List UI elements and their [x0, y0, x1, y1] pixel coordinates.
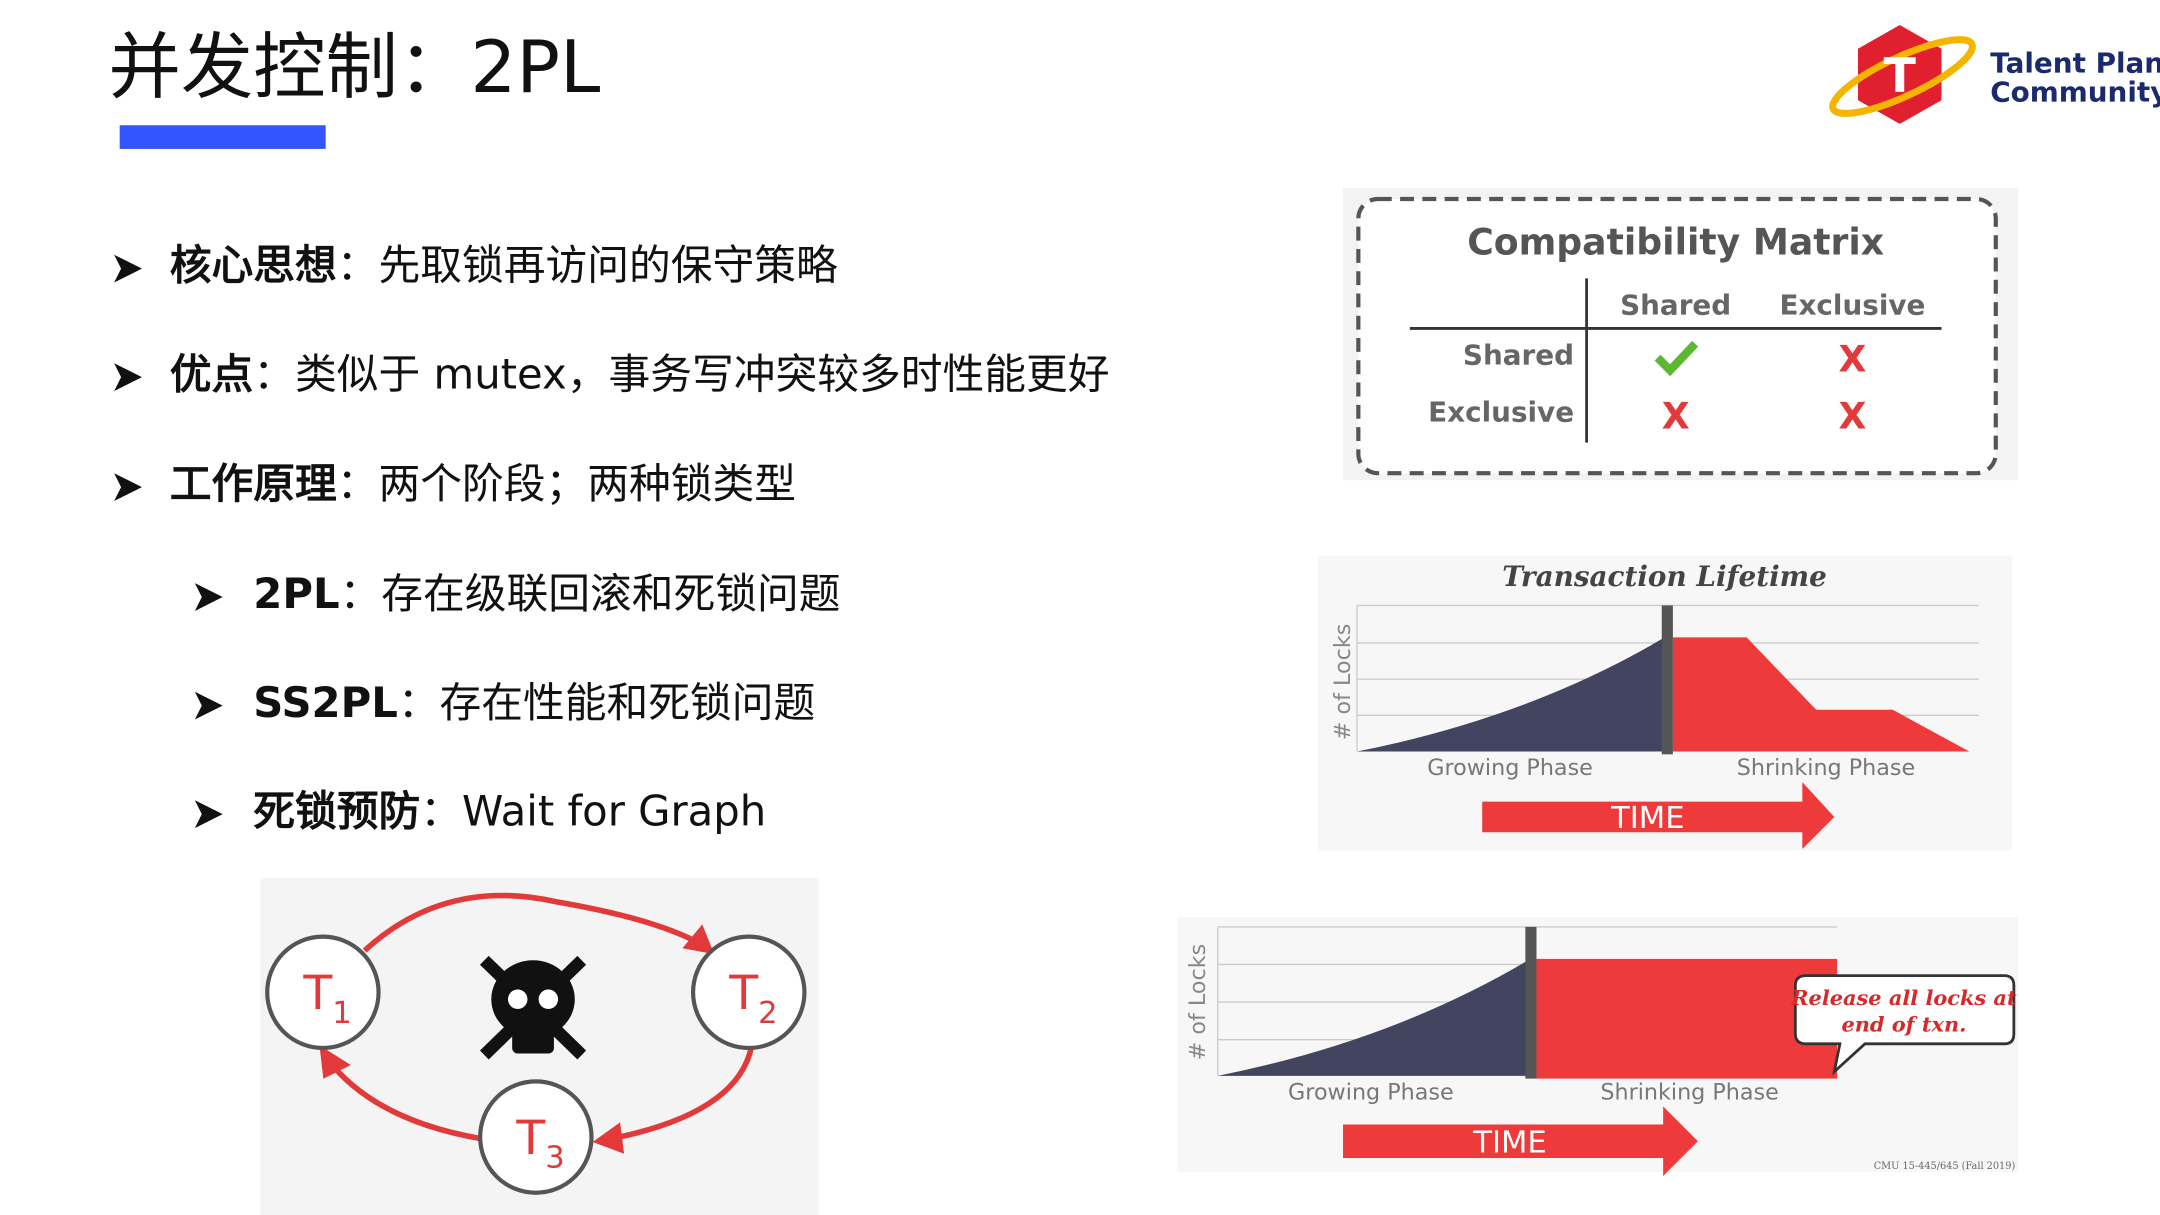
bullet: 核心思想：先取锁再访问的保守策略	[170, 241, 838, 290]
bullet-arrow	[114, 254, 142, 283]
node-label: T1	[302, 966, 351, 1031]
bullet-arrow	[194, 583, 223, 611]
node-sub: 2	[758, 996, 777, 1031]
node-label: T2	[728, 966, 777, 1031]
row-head: Shared	[1463, 339, 1574, 372]
matrix-border	[1356, 196, 1998, 476]
time-label: TIME	[1472, 1125, 1546, 1160]
node-name: T	[515, 1111, 546, 1166]
bullet-term: 死锁预防	[253, 786, 420, 835]
note: end of txn.	[1841, 1011, 1966, 1036]
logo-text: Community	[1990, 76, 2160, 109]
time-arrow	[1482, 782, 1835, 849]
growing-area	[1217, 960, 1529, 1076]
col-head: Exclusive	[1779, 289, 1925, 322]
bullet: 工作原理：两个阶段；两种锁类型	[170, 459, 796, 508]
edges	[319, 892, 755, 1154]
shrinking-area	[1672, 637, 1970, 752]
cell: X	[1662, 395, 1690, 438]
svg-text:T: T	[1884, 49, 1917, 104]
node-sub: 1	[332, 996, 351, 1031]
row-head: Exclusive	[1428, 396, 1574, 429]
bullet-term: 工作原理	[170, 459, 337, 508]
bullet-text: ：先取锁再访问的保守策略	[337, 241, 838, 290]
divider	[1525, 926, 1537, 1079]
node-name: T	[728, 966, 759, 1021]
bullet-arrow	[114, 473, 142, 502]
bullet-term: 核心思想	[170, 241, 337, 290]
cell: X	[1838, 395, 1866, 438]
bullet-text: ：存在性能和死锁问题	[398, 678, 815, 727]
phase: Growing Phase	[1427, 755, 1593, 781]
node	[691, 934, 807, 1051]
y-label: # of Locks	[1185, 944, 1211, 1061]
source: CMU 15-445/645 (Fall 2019)	[1874, 1161, 2016, 1172]
logo: T Talent Plan Community	[1829, 25, 2160, 124]
check-icon	[1654, 340, 1699, 377]
cell: X	[1838, 338, 1866, 381]
matrix-title: Compatibility Matrix	[1467, 221, 1884, 264]
bullet: 优点：类似于 mutex，事务写冲突较多时性能更好	[170, 349, 1110, 398]
node-sub: 3	[545, 1141, 564, 1176]
logo-text: Talent Plan	[1990, 46, 2160, 79]
phase: Shrinking Phase	[1600, 1079, 1778, 1105]
y-label: # of Locks	[1330, 624, 1356, 741]
time-arrow	[1343, 1106, 1698, 1177]
shrinking-area	[1536, 958, 1838, 1079]
title-bar	[119, 125, 326, 149]
bullet-text: ：Wait for Graph	[420, 786, 766, 835]
bullet-term: SS2PL	[253, 678, 398, 727]
node-name: T	[302, 966, 333, 1021]
node	[265, 934, 381, 1051]
skull-icon	[479, 955, 587, 1060]
node-label: T3	[515, 1111, 564, 1176]
bullet-arrow	[194, 691, 223, 720]
bullet-term: 2PL	[253, 569, 339, 618]
bullet: 2PL：存在级联回滚和死锁问题	[253, 569, 840, 618]
growing-area	[1356, 637, 1665, 752]
bullet-term: 优点	[170, 349, 254, 398]
title: 并发控制：2PL	[109, 26, 601, 110]
time-label: TIME	[1610, 801, 1684, 836]
bullet-text: ：存在级联回滚和死锁问题	[340, 569, 841, 618]
phase: Growing Phase	[1288, 1079, 1454, 1105]
bullet-text: ：类似于 mutex，事务写冲突较多时性能更好	[253, 349, 1109, 398]
bullet-arrow	[114, 363, 142, 392]
lifetime-title: Transaction Lifetime	[1502, 560, 1827, 593]
bullet: SS2PL：存在性能和死锁问题	[253, 678, 815, 727]
phase: Shrinking Phase	[1737, 755, 1915, 781]
node	[478, 1079, 594, 1195]
bullet-text: ：两个阶段；两种锁类型	[337, 459, 796, 508]
note-bubble	[1793, 974, 2016, 1076]
bullet-arrow	[194, 800, 223, 829]
note: Release all locks at	[1790, 985, 2017, 1010]
bullet: 死锁预防：Wait for Graph	[253, 786, 766, 835]
col-head: Shared	[1620, 289, 1731, 322]
divider	[1661, 605, 1673, 755]
